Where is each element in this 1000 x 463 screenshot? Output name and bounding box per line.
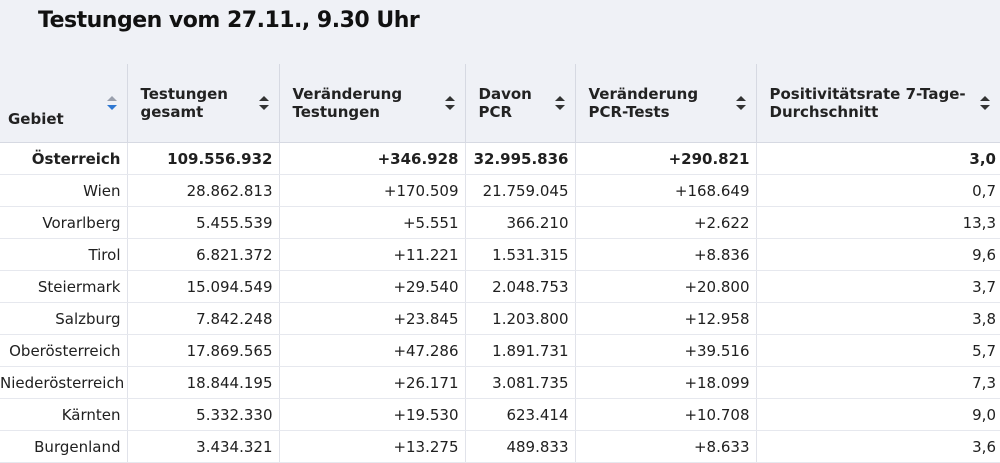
column-header-label: Veränderung PCR-Tests xyxy=(588,85,699,121)
cell-gebiet: Oberösterreich xyxy=(0,334,128,367)
cell-veraenderung-testungen: +170.509 xyxy=(279,174,466,207)
table-row: Burgenland 3.434.321 +13.275 489.833 +8.… xyxy=(0,430,1000,463)
cell-davon-pcr: 366.210 xyxy=(465,206,576,239)
table-row: Oberösterreich 17.869.565 +47.286 1.891.… xyxy=(0,334,1000,367)
cell-veraenderung-pcr: +18.099 xyxy=(575,366,757,399)
cell-davon-pcr: 32.995.836 xyxy=(465,142,576,175)
table-row: Steiermark 15.094.549 +29.540 2.048.753 … xyxy=(0,270,1000,303)
cell-davon-pcr: 1.531.315 xyxy=(465,238,576,271)
table-row: Niederösterreich 18.844.195 +26.171 3.08… xyxy=(0,366,1000,399)
cell-veraenderung-testungen: +26.171 xyxy=(279,366,466,399)
cell-davon-pcr: 489.833 xyxy=(465,430,576,463)
table-header-row: Gebiet Testungen gesamt Veränderung Test… xyxy=(0,64,1000,143)
cell-veraenderung-testungen: +13.275 xyxy=(279,430,466,463)
column-header-label: Testungen gesamt xyxy=(140,85,228,121)
cell-testungen-gesamt: 6.821.372 xyxy=(127,238,280,271)
cell-gebiet: Burgenland xyxy=(0,430,128,463)
page-title: Testungen vom 27.11., 9.30 Uhr xyxy=(38,8,420,33)
cell-testungen-gesamt: 5.455.539 xyxy=(127,206,280,239)
column-header-label: Positivitätsrate 7-Tage-Durchschnitt xyxy=(769,85,966,121)
column-header-label: Gebiet xyxy=(8,110,64,128)
table-row: Wien 28.862.813 +170.509 21.759.045 +168… xyxy=(0,174,1000,207)
cell-gebiet: Wien xyxy=(0,174,128,207)
sort-icon[interactable] xyxy=(444,96,455,110)
cell-positivitaetsrate: 3,7 xyxy=(756,270,1000,303)
cell-veraenderung-pcr: +20.800 xyxy=(575,270,757,303)
column-header-testungen-gesamt[interactable]: Testungen gesamt xyxy=(127,64,280,143)
cell-testungen-gesamt: 109.556.932 xyxy=(127,142,280,175)
sort-icon[interactable] xyxy=(106,96,117,110)
cell-gebiet: Tirol xyxy=(0,238,128,271)
column-header-label: Davon PCR xyxy=(478,85,532,121)
cell-veraenderung-pcr: +8.836 xyxy=(575,238,757,271)
cell-davon-pcr: 623.414 xyxy=(465,398,576,431)
header-band: Testungen vom 27.11., 9.30 Uhr xyxy=(0,0,1000,64)
cell-veraenderung-testungen: +23.845 xyxy=(279,302,466,335)
cell-positivitaetsrate: 9,6 xyxy=(756,238,1000,271)
cell-testungen-gesamt: 28.862.813 xyxy=(127,174,280,207)
cell-testungen-gesamt: 5.332.330 xyxy=(127,398,280,431)
cell-veraenderung-pcr: +168.649 xyxy=(575,174,757,207)
data-table: Gebiet Testungen gesamt Veränderung Test… xyxy=(0,64,1000,463)
cell-positivitaetsrate: 9,0 xyxy=(756,398,1000,431)
cell-veraenderung-testungen: +346.928 xyxy=(279,142,466,175)
cell-davon-pcr: 3.081.735 xyxy=(465,366,576,399)
sort-icon[interactable] xyxy=(980,96,990,110)
cell-positivitaetsrate: 3,6 xyxy=(756,430,1000,463)
cell-veraenderung-pcr: +39.516 xyxy=(575,334,757,367)
cell-gebiet: Salzburg xyxy=(0,302,128,335)
cell-davon-pcr: 21.759.045 xyxy=(465,174,576,207)
table-row-total: Österreich 109.556.932 +346.928 32.995.8… xyxy=(0,142,1000,175)
cell-davon-pcr: 2.048.753 xyxy=(465,270,576,303)
cell-veraenderung-pcr: +290.821 xyxy=(575,142,757,175)
cell-testungen-gesamt: 18.844.195 xyxy=(127,366,280,399)
cell-davon-pcr: 1.891.731 xyxy=(465,334,576,367)
cell-positivitaetsrate: 5,7 xyxy=(756,334,1000,367)
cell-veraenderung-testungen: +19.530 xyxy=(279,398,466,431)
cell-gebiet: Niederösterreich xyxy=(0,366,128,399)
cell-testungen-gesamt: 7.842.248 xyxy=(127,302,280,335)
cell-veraenderung-testungen: +29.540 xyxy=(279,270,466,303)
table-row: Tirol 6.821.372 +11.221 1.531.315 +8.836… xyxy=(0,238,1000,271)
cell-positivitaetsrate: 3,0 xyxy=(756,142,1000,175)
table-row: Vorarlberg 5.455.539 +5.551 366.210 +2.6… xyxy=(0,206,1000,239)
cell-davon-pcr: 1.203.800 xyxy=(465,302,576,335)
sort-icon[interactable] xyxy=(554,96,565,110)
cell-gebiet: Steiermark xyxy=(0,270,128,303)
cell-positivitaetsrate: 0,7 xyxy=(756,174,1000,207)
column-header-veraenderung-pcr[interactable]: Veränderung PCR-Tests xyxy=(575,64,757,143)
table-row: Kärnten 5.332.330 +19.530 623.414 +10.70… xyxy=(0,398,1000,431)
column-header-positivitaetsrate[interactable]: Positivitätsrate 7-Tage-Durchschnitt xyxy=(756,64,1000,143)
cell-veraenderung-testungen: +5.551 xyxy=(279,206,466,239)
cell-gebiet: Österreich xyxy=(0,142,128,175)
sort-icon[interactable] xyxy=(258,96,269,110)
column-header-gebiet[interactable]: Gebiet xyxy=(0,64,128,143)
cell-testungen-gesamt: 17.869.565 xyxy=(127,334,280,367)
cell-veraenderung-pcr: +2.622 xyxy=(575,206,757,239)
cell-gebiet: Vorarlberg xyxy=(0,206,128,239)
cell-positivitaetsrate: 7,3 xyxy=(756,366,1000,399)
cell-veraenderung-testungen: +11.221 xyxy=(279,238,466,271)
column-header-veraenderung-testungen[interactable]: Veränderung Testungen xyxy=(279,64,466,143)
column-header-label: Veränderung Testungen xyxy=(292,85,403,121)
cell-gebiet: Kärnten xyxy=(0,398,128,431)
table-row: Salzburg 7.842.248 +23.845 1.203.800 +12… xyxy=(0,302,1000,335)
cell-positivitaetsrate: 3,8 xyxy=(756,302,1000,335)
cell-testungen-gesamt: 3.434.321 xyxy=(127,430,280,463)
sort-icon[interactable] xyxy=(735,96,746,110)
cell-veraenderung-pcr: +8.633 xyxy=(575,430,757,463)
cell-positivitaetsrate: 13,3 xyxy=(756,206,1000,239)
column-header-davon-pcr[interactable]: Davon PCR xyxy=(465,64,576,143)
cell-veraenderung-testungen: +47.286 xyxy=(279,334,466,367)
cell-veraenderung-pcr: +12.958 xyxy=(575,302,757,335)
cell-veraenderung-pcr: +10.708 xyxy=(575,398,757,431)
cell-testungen-gesamt: 15.094.549 xyxy=(127,270,280,303)
